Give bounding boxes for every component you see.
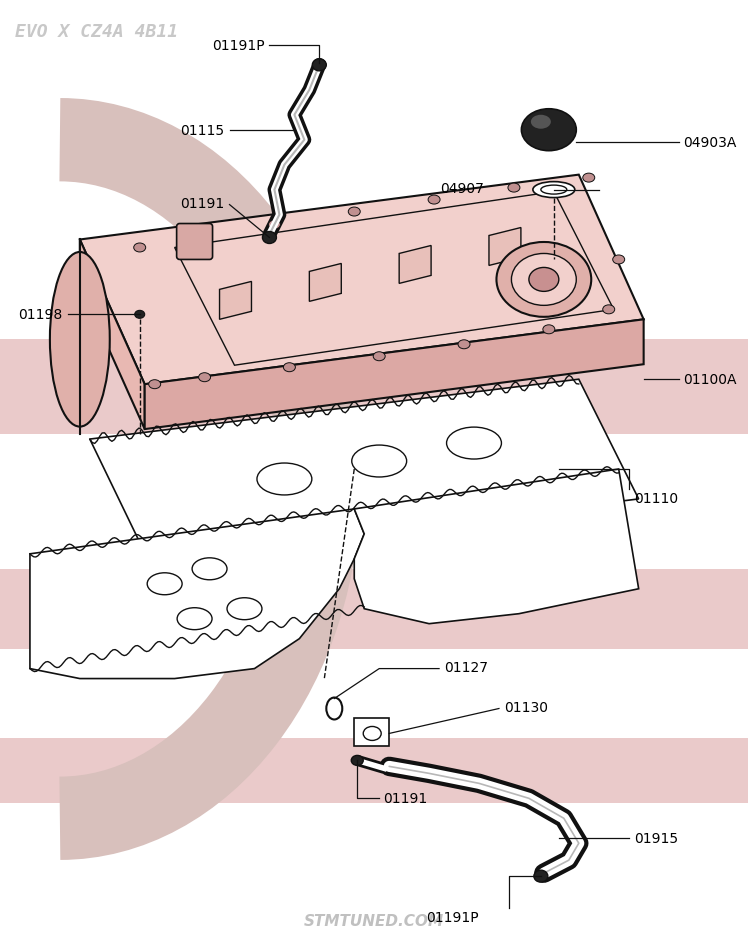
Ellipse shape [534, 870, 548, 883]
Ellipse shape [374, 352, 386, 362]
Ellipse shape [613, 256, 625, 264]
Ellipse shape [312, 59, 326, 72]
Polygon shape [309, 264, 341, 302]
Ellipse shape [529, 268, 559, 292]
Ellipse shape [446, 428, 502, 460]
Polygon shape [80, 240, 145, 430]
Ellipse shape [521, 110, 576, 152]
Polygon shape [145, 320, 644, 430]
Ellipse shape [134, 244, 146, 253]
Ellipse shape [199, 373, 211, 382]
Ellipse shape [352, 446, 407, 478]
FancyBboxPatch shape [177, 225, 212, 261]
Text: 04903A: 04903A [683, 136, 737, 149]
Ellipse shape [147, 573, 182, 595]
Text: 01191: 01191 [180, 196, 224, 211]
Ellipse shape [192, 558, 227, 581]
Ellipse shape [351, 755, 363, 766]
Ellipse shape [262, 232, 277, 244]
Polygon shape [220, 282, 251, 320]
Ellipse shape [603, 306, 615, 314]
Ellipse shape [257, 464, 312, 496]
Ellipse shape [583, 174, 595, 183]
Text: 01191P: 01191P [426, 910, 479, 924]
Ellipse shape [268, 221, 280, 229]
Bar [0, 569, 748, 649]
Text: 01130: 01130 [504, 700, 548, 714]
Text: 01110: 01110 [634, 492, 678, 505]
Ellipse shape [177, 608, 212, 630]
Text: 01915: 01915 [634, 832, 678, 845]
Text: 01127: 01127 [444, 660, 488, 674]
Ellipse shape [541, 186, 567, 194]
Ellipse shape [512, 254, 576, 306]
Ellipse shape [227, 598, 262, 620]
Polygon shape [175, 193, 614, 366]
Ellipse shape [496, 243, 591, 317]
Ellipse shape [284, 363, 296, 372]
Ellipse shape [533, 182, 574, 198]
Ellipse shape [135, 311, 145, 319]
Ellipse shape [194, 234, 206, 243]
Polygon shape [90, 379, 639, 559]
Bar [0, 340, 748, 434]
Ellipse shape [458, 341, 470, 349]
Text: 01100A: 01100A [683, 373, 737, 387]
Polygon shape [80, 176, 644, 385]
Polygon shape [30, 510, 364, 679]
Bar [0, 738, 748, 803]
Polygon shape [489, 228, 521, 266]
Ellipse shape [363, 727, 381, 741]
Polygon shape [399, 246, 431, 284]
Text: 01191: 01191 [383, 791, 427, 805]
Text: STMTUNED.COM: STMTUNED.COM [304, 913, 444, 928]
Text: EVO X CZ4A 4B11: EVO X CZ4A 4B11 [15, 23, 178, 41]
Ellipse shape [531, 115, 550, 129]
Ellipse shape [428, 195, 440, 205]
Polygon shape [354, 469, 639, 624]
Ellipse shape [508, 184, 520, 193]
Ellipse shape [326, 698, 342, 719]
Ellipse shape [348, 208, 360, 217]
Ellipse shape [543, 326, 555, 334]
Polygon shape [354, 718, 389, 747]
Text: 01115: 01115 [181, 124, 224, 138]
Text: 01198: 01198 [19, 308, 63, 322]
Ellipse shape [50, 253, 110, 427]
Ellipse shape [148, 380, 160, 389]
Text: 01191P: 01191P [211, 39, 265, 53]
Text: 04907: 04907 [440, 181, 484, 195]
